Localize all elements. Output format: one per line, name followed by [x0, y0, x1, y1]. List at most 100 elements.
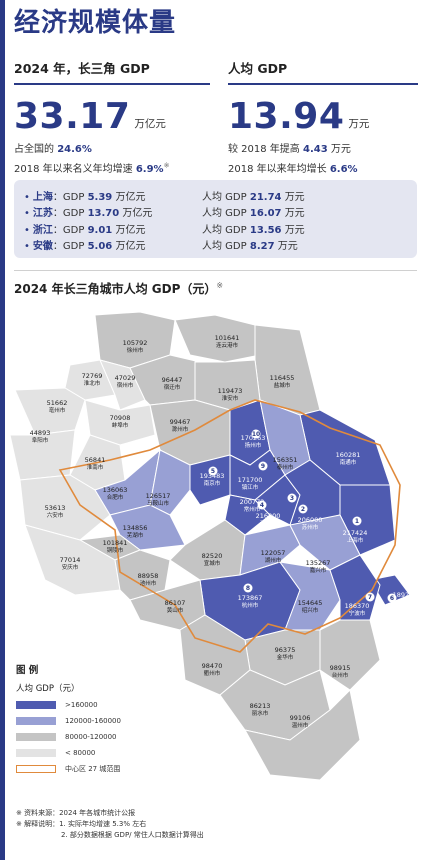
legend-swatch — [16, 733, 56, 741]
province-row: • 安徽：GDP 5.06 万亿元 人均 GDP 8.27 万元 — [24, 241, 298, 253]
area-badge — [387, 593, 397, 603]
increase-unit: 万元 — [330, 144, 351, 155]
city-region — [169, 519, 246, 581]
increase-value: 4.43 — [303, 144, 328, 155]
city-gdp-value: 88958 — [138, 572, 159, 580]
gdp-header: 2024 年，长三角 GDP — [14, 58, 210, 85]
city-gdp-value: 99467 — [170, 418, 191, 426]
city-name: 衢州市 — [204, 669, 221, 677]
city-name: 连云港市 — [216, 341, 239, 349]
city-gdp-value: 96375 — [275, 646, 296, 654]
city-gdp-value: 206000 — [298, 516, 323, 524]
city-region — [369, 574, 411, 606]
legend-label: 120000-160000 — [65, 717, 121, 725]
city-name: 无锡市 — [260, 519, 277, 527]
legend-label: < 80000 — [65, 749, 96, 757]
city-region — [64, 359, 116, 401]
area-badge-number: 5 — [211, 468, 215, 475]
area-badge-number: 8 — [246, 585, 250, 592]
city-name: 温州市 — [292, 721, 309, 729]
area-badge-number: 7 — [368, 594, 372, 601]
city-name: 芜湖市 — [127, 531, 144, 539]
growth-value: 6.9% — [135, 164, 164, 175]
divider — [14, 270, 417, 271]
area-badge — [251, 429, 261, 439]
national-share-label: 占全国的 — [14, 144, 54, 155]
per-capita-unit: 万元 — [348, 118, 370, 130]
city-name: 台州市 — [332, 671, 349, 679]
city-name: 上海市 — [347, 536, 364, 544]
city-gdp-value: 44893 — [30, 429, 51, 437]
growth-label: 2018 年以来名义年均增速 — [14, 164, 133, 175]
city-name: 金华市 — [277, 653, 294, 661]
city-gdp-value: 186370 — [345, 602, 370, 610]
city-gdp-value: 135267 — [306, 559, 331, 567]
city-region — [9, 429, 76, 481]
legend-title: 图 例 — [16, 665, 39, 676]
map-title: 2024 年长三角城市人均 GDP（元）※ — [14, 281, 224, 296]
city-gdp-value: 53613 — [45, 504, 66, 512]
city-name: 绍兴市 — [302, 606, 319, 614]
city-name: 嘉兴市 — [310, 566, 327, 574]
city-region — [239, 524, 301, 576]
yrd-map: 105792徐州市101641连云港市72769淮北市47029宿州市96447… — [9, 311, 417, 781]
area-badge-number: 3 — [290, 495, 294, 502]
city-name: 镇江市 — [242, 483, 259, 491]
city-gdp-value: 122057 — [261, 549, 286, 557]
area-badge — [298, 504, 308, 514]
footnote-line: 2. 部分数据根据 GDP/ 常住人口数据计算得出 — [61, 831, 204, 839]
city-gdp-value: 171700 — [238, 476, 263, 484]
city-gdp-value: 51662 — [47, 399, 68, 407]
area-badge-number: 6 — [390, 595, 394, 602]
pc-growth-value: 6.6% — [329, 164, 358, 175]
city-gdp-value: 136063 — [103, 486, 128, 494]
legend-swatch — [16, 701, 56, 709]
gdp-summary: 2024 年，长三角 GDP 33.17 万亿元 占全国的 24.6% 2018… — [14, 58, 210, 175]
per-capita-value: 13.94 — [228, 96, 345, 137]
legend-item: < 80000 — [16, 748, 136, 758]
city-gdp-value: 160281 — [336, 451, 361, 459]
city-name: 淮安市 — [222, 394, 239, 402]
accent-bar — [0, 0, 5, 860]
city-name: 扬州市 — [245, 441, 262, 449]
city-name: 宿迁市 — [164, 383, 181, 391]
city-gdp-value: 86213 — [250, 702, 271, 710]
city-name: 丽水市 — [252, 709, 269, 717]
per-capita-summary: 人均 GDP 13.94 万元 较 2018 年提高 4.43 万元 2018 … — [228, 58, 418, 175]
city-name: 宁波市 — [349, 609, 366, 617]
province-breakdown: • 上海：GDP 5.39 万亿元 人均 GDP 21.74 万元 • 江苏：GDP 1… — [14, 180, 417, 258]
city-name: 淮南市 — [87, 463, 104, 471]
city-gdp-value: 72769 — [82, 372, 103, 380]
footnote-line: ※ 解释说明：1. 实际年均增速 5.3% 左右 — [16, 820, 147, 828]
city-name: 泰州市 — [277, 463, 294, 471]
city-gdp-value: 193483 — [200, 472, 225, 480]
city-gdp-value: 200772 — [240, 498, 265, 506]
area-badge-number: 10 — [252, 431, 260, 438]
map-legend: 图 例 人均 GDP（元） >160000 120000-160000 80000-… — [16, 662, 136, 774]
city-gdp-value: 47029 — [115, 374, 136, 382]
city-name: 亳州市 — [49, 406, 66, 414]
legend-swatch — [16, 765, 56, 773]
city-gdp-value: 105792 — [123, 339, 148, 347]
page-title: 经济规模体量 — [14, 8, 177, 38]
legend-swatch — [16, 749, 56, 757]
city-region — [319, 619, 381, 691]
footnotes: ※ 资料来源：2024 年各城市统计公报 ※ 解释说明：1. 实际年均增速 5.3… — [16, 808, 204, 841]
legend-item: >160000 — [16, 700, 136, 710]
city-gdp-value: 70908 — [110, 414, 131, 422]
city-name: 合肥市 — [107, 493, 124, 501]
city-gdp-value: 56841 — [85, 456, 106, 464]
city-name: 苏州市 — [302, 523, 319, 531]
increase-label: 较 2018 年提高 — [228, 144, 300, 155]
city-gdp-value: 116455 — [270, 374, 295, 382]
city-name: 安庆市 — [62, 563, 79, 571]
city-name: 黄山市 — [167, 606, 184, 614]
city-name: 杭州市 — [242, 601, 259, 609]
city-name: 舟山市 — [397, 598, 414, 606]
city-gdp-value: 77014 — [60, 556, 81, 564]
footnote-line: ※ 资料来源：2024 年各城市统计公报 — [16, 809, 136, 817]
province-row: • 浙江：GDP 9.01 万亿元 人均 GDP 13.56 万元 — [24, 224, 305, 236]
city-name: 宿州市 — [117, 381, 134, 389]
area-badge — [352, 516, 362, 526]
city-name: 常州市 — [244, 505, 261, 513]
